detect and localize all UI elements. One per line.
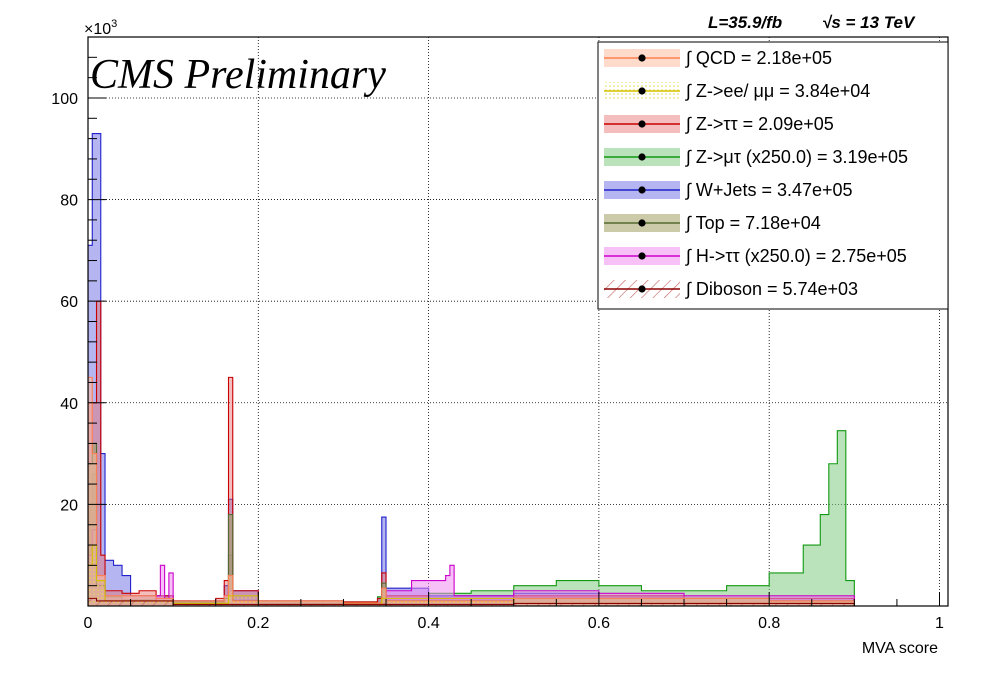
legend-marker-2 bbox=[638, 120, 646, 128]
y-tick-label-1: 40 bbox=[60, 396, 78, 413]
legend: ∫ QCD = 2.18e+05 ∫ Z->ee/ μμ = 3.84e+04 ∫ … bbox=[597, 41, 949, 310]
legend-entry-5: ∫ Top = 7.18e+04 bbox=[684, 213, 821, 233]
y-tick-label-3: 80 bbox=[60, 193, 78, 210]
series-5-histogram bbox=[88, 376, 855, 606]
y-tick-label-0: 20 bbox=[60, 497, 78, 514]
legend-marker-0 bbox=[638, 54, 646, 62]
legend-entry-6: ∫ H->ττ (x250.0) = 2.75e+05 bbox=[684, 246, 907, 266]
x-tick-label-4: 0.8 bbox=[758, 615, 780, 632]
x-tick-label-0: 0 bbox=[84, 615, 93, 632]
y-tick-label-2: 60 bbox=[60, 294, 78, 311]
legend-marker-5 bbox=[638, 219, 646, 227]
legend-marker-3 bbox=[638, 153, 646, 161]
y-exponent-label: ×103 bbox=[84, 18, 117, 38]
x-tick-label-2: 0.4 bbox=[417, 615, 439, 632]
legend-entry-4: ∫ W+Jets = 3.47e+05 bbox=[684, 180, 853, 200]
experiment-label: CMS Preliminary bbox=[90, 52, 386, 98]
axis-ticks: 0 0.2 0.4 0.6 0.8 1 20 40 60 80 100 bbox=[51, 56, 944, 632]
x-axis-title: MVA score bbox=[862, 640, 938, 657]
legend-marker-4 bbox=[638, 186, 646, 194]
legend-entry-1: ∫ Z->ee/ μμ = 3.84e+04 bbox=[684, 81, 870, 101]
legend-marker-6 bbox=[638, 252, 646, 260]
legend-entry-0: ∫ QCD = 2.18e+05 bbox=[684, 48, 832, 68]
legend-entry-2: ∫ Z->ττ = 2.09e+05 bbox=[684, 114, 834, 134]
grid-lines bbox=[88, 37, 948, 606]
y-tick-label-4: 100 bbox=[51, 91, 78, 108]
legend-marker-1 bbox=[638, 87, 646, 95]
legend-entry-7: ∫ Diboson = 5.74e+03 bbox=[684, 279, 858, 299]
x-tick-label-3: 0.6 bbox=[588, 615, 610, 632]
luminosity-label: L=35.9/fb bbox=[708, 13, 782, 32]
x-tick-label-1: 0.2 bbox=[247, 615, 269, 632]
x-tick-label-5: 1 bbox=[935, 615, 944, 632]
legend-marker-7 bbox=[638, 285, 646, 293]
energy-label: √s = 13 TeV bbox=[822, 13, 916, 32]
legend-entry-3: ∫ Z->μτ (x250.0) = 3.19e+05 bbox=[684, 147, 908, 167]
